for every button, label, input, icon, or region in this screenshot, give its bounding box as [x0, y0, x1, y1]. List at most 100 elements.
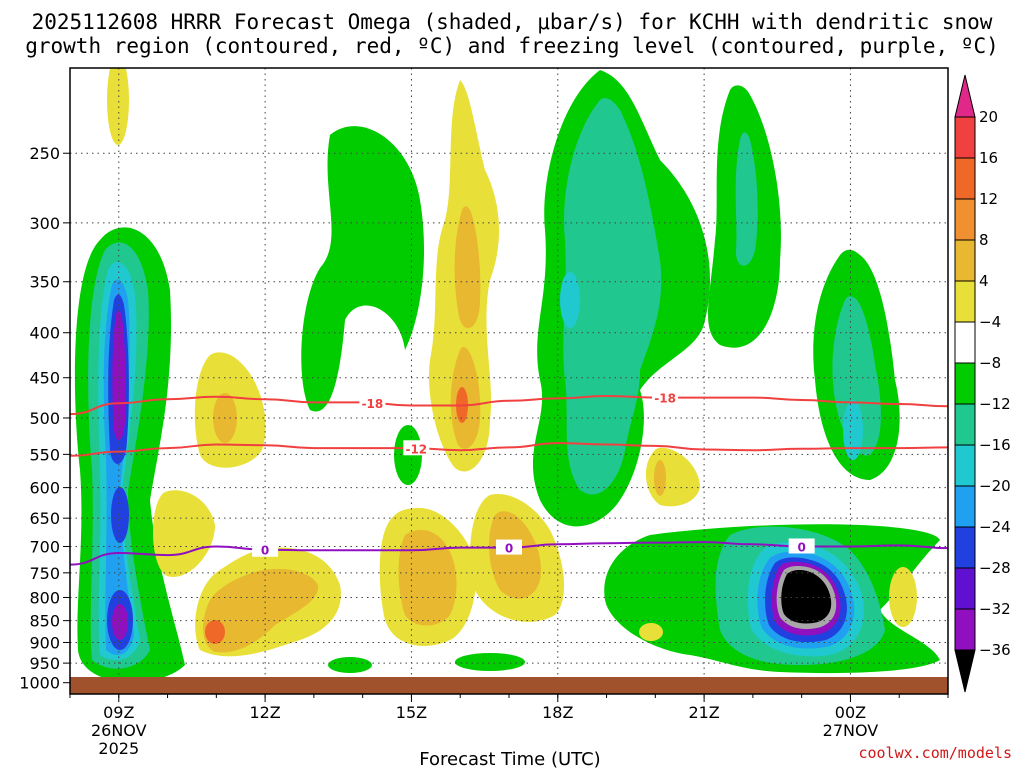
contour-label-dgz-minus18: -18 [654, 392, 676, 406]
omega-subsidence-09z-top [107, 68, 129, 145]
x-tick-label: 00Z [835, 703, 866, 722]
contour-label-bg [496, 539, 522, 555]
x-tick-label: 18Z [542, 703, 573, 722]
y-tick-label: 950 [29, 654, 60, 673]
temperature-contours: -18 -18 -12 0 0 0 [70, 389, 948, 566]
colorbar-segment [954, 280, 976, 323]
contour-label-bg [788, 538, 815, 554]
colorbar-tick-label: −24 [979, 518, 1011, 536]
colorbar-tick-label: 16 [979, 149, 998, 167]
chart-title-line1: 2025112608 HRRR Forecast Omega (shaded, … [32, 10, 993, 34]
y-tick-label: 350 [29, 273, 60, 292]
omega-updraft-09z-purple [112, 310, 126, 441]
contour-label-bg [359, 395, 386, 411]
omega-updraft-19z-teal [563, 98, 662, 495]
colorbar-tick-label: −20 [979, 477, 1011, 495]
y-tick-label: 900 [29, 633, 60, 652]
y-tick-label: 550 [29, 445, 60, 464]
x-tick-date: 26NOV [91, 721, 147, 740]
colorbar-tick-label: −4 [979, 313, 1001, 331]
colorbar-tick-label: 4 [979, 272, 989, 290]
y-tick-label: 800 [29, 588, 60, 607]
y-tick-label: 450 [29, 369, 60, 388]
y-tick-label: 700 [29, 537, 60, 556]
omega-updraft-09z-lower-blue [111, 487, 129, 543]
y-tick-label: 650 [29, 509, 60, 528]
omega-updraft-1330z-low-green [328, 657, 372, 673]
contour-dgz-minus12 [70, 442, 948, 457]
contour-label-bg [652, 389, 679, 405]
omega-updraft-13z-green [301, 126, 425, 412]
colorbar-segment [954, 116, 976, 159]
chart-title-line2: growth region (contoured, red, ºC) and f… [25, 34, 999, 58]
colorbar-tick-label: 12 [979, 190, 998, 208]
contour-label-bg [252, 541, 279, 557]
x-tick-label: 09Z [103, 703, 134, 722]
colorbar-tick-label: −28 [979, 559, 1011, 577]
colorbar-tick-label: −32 [979, 600, 1011, 618]
omega-subsidence-0130z-yellow [889, 567, 917, 627]
contour-label-freezing-level-0C: 0 [505, 542, 513, 556]
omega-updraft-19z-cyan [560, 272, 580, 328]
contour-dgz-minus18 [70, 394, 948, 416]
y-tick-label: 250 [29, 144, 60, 163]
colorbar-tick-label: 8 [979, 231, 989, 249]
colorbar-segment [954, 198, 976, 241]
colorbar-segment [954, 444, 976, 487]
contour-label-dgz-minus12: -12 [405, 442, 427, 456]
contour-label-dgz-minus18: -18 [362, 397, 384, 411]
x-tick-label: 12Z [249, 703, 280, 722]
colorbar-segment [954, 526, 976, 569]
omega-subsidence-lower-core [205, 620, 225, 644]
y-tick-label: 600 [29, 479, 60, 498]
y-tick-label: 400 [29, 324, 60, 343]
colorbar-segment [954, 485, 976, 528]
omega-subsidence-15z-orange [398, 529, 457, 626]
omega-subsidence-lower-orange [203, 568, 319, 653]
omega-subsidence-16z-orange [454, 206, 481, 329]
colorbar-tick-label: −12 [979, 395, 1011, 413]
omega-updraft-1630z-low-green [455, 653, 525, 671]
colorbar-segment [954, 362, 976, 405]
y-tick-label: 1000 [19, 674, 60, 693]
colorbar-segment [954, 321, 976, 364]
omega-subsidence-2030z-yellow [639, 623, 663, 641]
y-tick-label: 750 [29, 564, 60, 583]
ground-surface [70, 677, 948, 694]
colorbar-segment [954, 567, 976, 610]
y-tick-label: 500 [29, 409, 60, 428]
colorbar-tick-label: 20 [979, 108, 998, 126]
x-tick-label: 21Z [688, 703, 719, 722]
colorbar-tick-label: −8 [979, 354, 1001, 372]
y-tick-label: 300 [29, 214, 60, 233]
contour-label-freezing-level-0C: 0 [797, 540, 805, 554]
pressure-axis: 250 300 350 400 450 500 550 600 650 700 750 800 850 9… [19, 144, 70, 693]
colorbar-segment [954, 157, 976, 200]
colorbar-segment [954, 239, 976, 282]
omega-updraft-2130z-teal [735, 132, 758, 266]
omega-subsidence-17z-orange [488, 511, 541, 599]
x-tick-date: 27NOV [823, 721, 879, 740]
omega-updraft-09z-lower-purple [112, 604, 128, 640]
contour-label-bg [403, 440, 430, 456]
x-axis-label: Forecast Time (UTC) [419, 749, 600, 768]
x-tick-year: 2025 [98, 739, 139, 758]
contour-label-freezing-level-0C: 0 [261, 544, 269, 558]
omega-updraft-2330z-core [781, 570, 832, 624]
colorbar-segment [954, 608, 976, 651]
credit-link[interactable]: coolwx.com/models [858, 744, 1012, 762]
colorbar-segment [954, 403, 976, 446]
y-tick-label: 850 [29, 612, 60, 631]
omega-colorbar: 20 16 12 8 4 −4 −8 −12 −16 −20 −24 −28 −32 −36 [954, 74, 1011, 693]
colorbar-top-arrow [954, 74, 976, 118]
x-tick-label: 15Z [396, 703, 427, 722]
colorbar-tick-label: −36 [979, 641, 1011, 659]
omega-subsidence-20z-orange [654, 460, 666, 496]
colorbar-bottom-arrow [954, 649, 976, 693]
plot-area: -18 -18 -12 0 0 0 [70, 68, 948, 694]
colorbar-tick-label: −16 [979, 436, 1011, 454]
omega-shading [74, 68, 940, 683]
omega-updraft-0030z-cyan [843, 400, 863, 460]
